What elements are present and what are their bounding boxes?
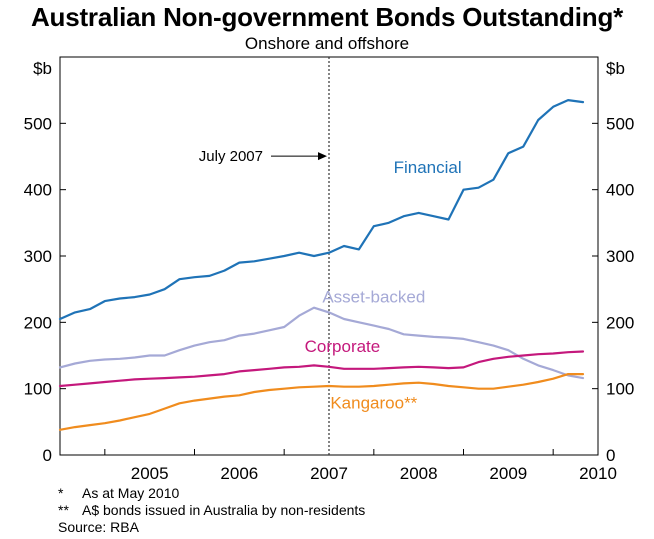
series-label-financial: Financial [394, 158, 462, 177]
y-tick-label-right: 300 [606, 247, 634, 266]
x-tick-label: 2008 [400, 464, 438, 483]
series-label-corporate: Corporate [305, 337, 381, 356]
y-tick-label-left: 0 [43, 446, 52, 465]
y-axis-unit-right: $b [606, 59, 625, 78]
source-note: Source: RBA [58, 519, 139, 535]
x-tick-label: 2009 [489, 464, 527, 483]
y-tick-label-left: 300 [24, 247, 52, 266]
x-tick-label: 2007 [310, 464, 348, 483]
footnote-text: A$ bonds issued in Australia by non-resi… [82, 502, 366, 518]
x-tick-label: 2006 [220, 464, 258, 483]
chart-subtitle: Onshore and offshore [244, 34, 410, 53]
series-line-assetbacked [58, 306, 585, 380]
annotation-arrowhead [318, 152, 327, 161]
y-tick-label-left: 500 [24, 114, 52, 133]
y-tick-label-left: 200 [24, 313, 52, 332]
y-tick-label-right: 500 [606, 114, 634, 133]
footnotes: * As at May 2010 ** A$ bonds issued in Aus… [58, 485, 365, 536]
plot-frame [59, 56, 599, 456]
y-axis-unit-left: $b [33, 59, 52, 78]
footnote-text: As at May 2010 [82, 485, 180, 501]
y-tick-label-right: 400 [606, 181, 634, 200]
y-tick-label-right: 0 [606, 446, 615, 465]
series-label-assetbacked: Asset-backed [322, 287, 425, 306]
series-label-kangaroo: Kangaroo** [330, 394, 417, 413]
y-tick-label-right: 200 [606, 313, 634, 332]
footnote-1: * As at May 2010 [58, 485, 365, 502]
y-tick-label-right: 100 [606, 380, 634, 399]
july-2007-annotation: July 2007 [199, 148, 263, 165]
series-line-financial [58, 98, 585, 321]
chart-title: Australian Non-government Bonds Outstand… [30, 2, 624, 32]
series-line-corporate [58, 350, 585, 388]
x-tick-label: 2010 [579, 464, 617, 483]
footnote-mark: * [58, 485, 64, 501]
series-line-kangaroo [58, 373, 585, 431]
footnote-2: ** A$ bonds issued in Australia by non-re… [58, 502, 365, 519]
y-tick-label-left: 400 [24, 181, 52, 200]
x-tick-label: 2005 [131, 464, 169, 483]
y-tick-label-left: 100 [24, 380, 52, 399]
footnote-mark: ** [58, 502, 69, 518]
